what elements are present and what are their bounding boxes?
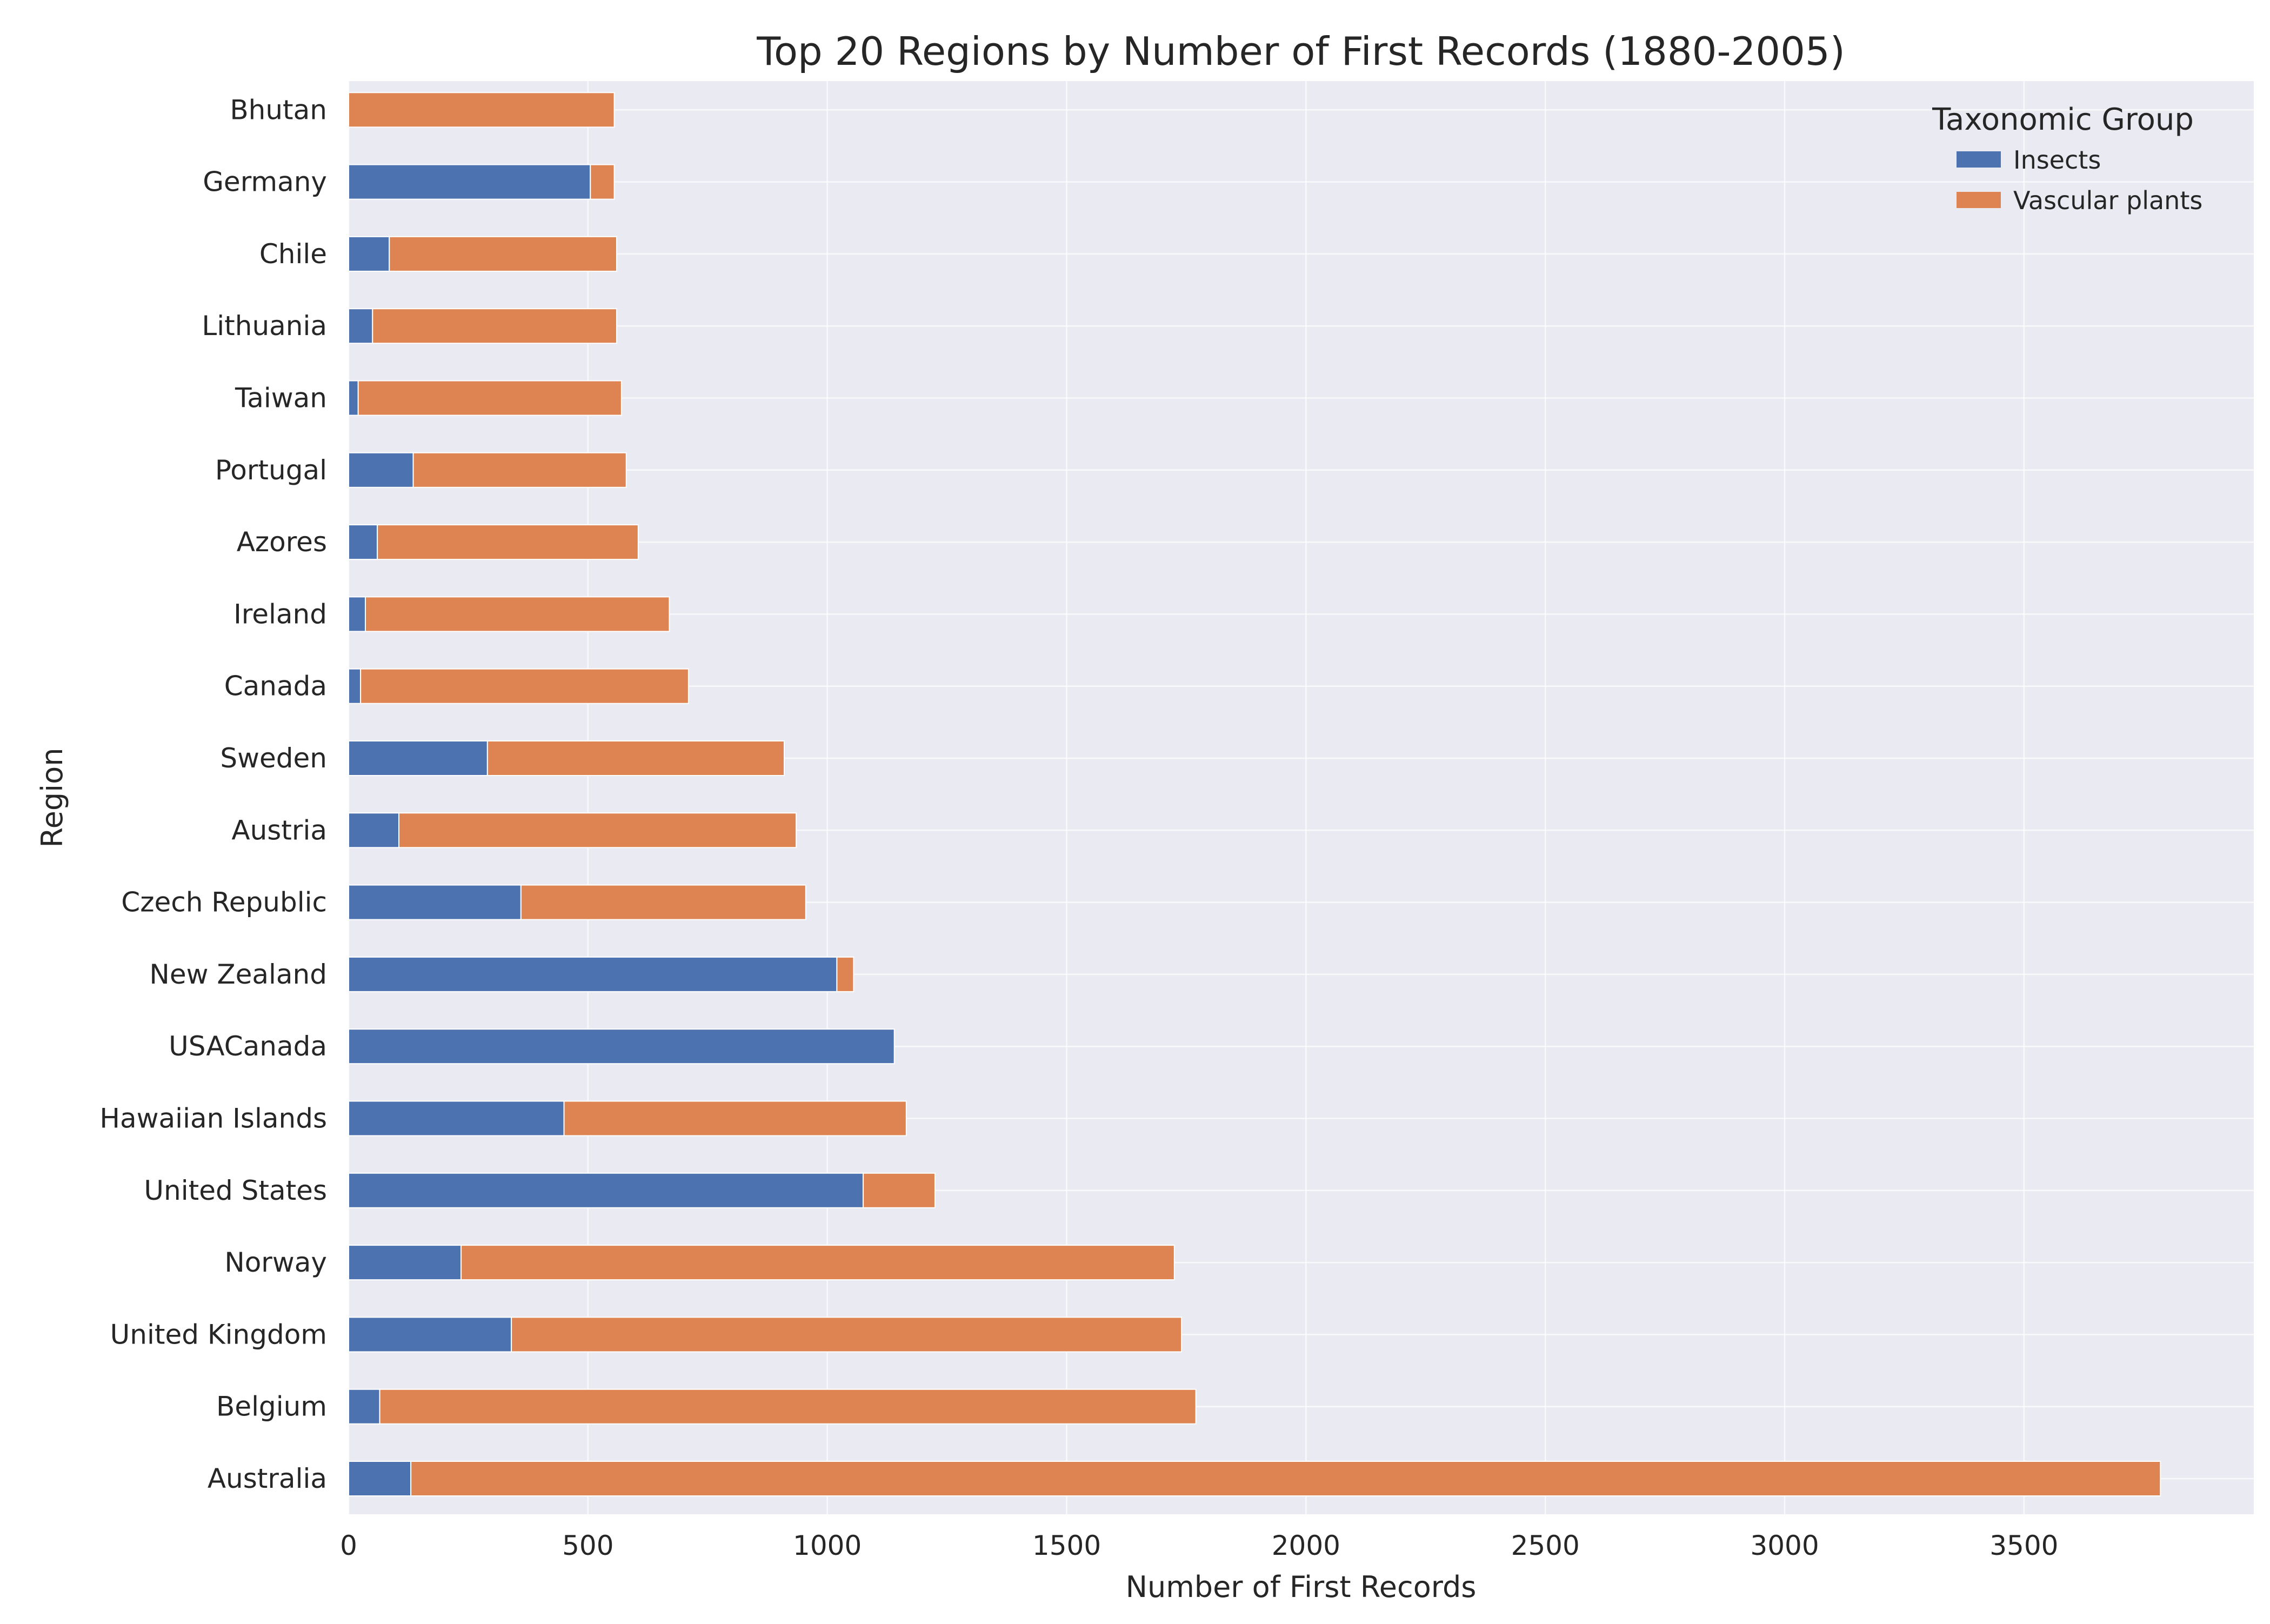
bar-insects [348, 1388, 380, 1425]
y-tick-label: Taiwan [235, 383, 327, 414]
bar-insects [348, 236, 390, 272]
y-tick-label: Sweden [220, 743, 327, 774]
bar-vascular-plants [377, 524, 639, 560]
bar-vascular-plants [460, 1245, 1175, 1281]
bar-insects [348, 524, 378, 560]
y-tick-label: Czech Republic [121, 887, 327, 918]
legend: Taxonomic Group Insects Vascular plants [1932, 102, 2202, 215]
y-tick-labels: Australia Belgium United Kingdom Norway Unit… [99, 94, 327, 1494]
bar-insects [348, 1100, 565, 1137]
bar-insects [348, 1461, 412, 1496]
bar-vascular-plants [520, 884, 806, 920]
legend-title: Taxonomic Group [1932, 102, 2194, 137]
bars [348, 92, 2161, 1496]
bar-insects [348, 308, 373, 344]
bar-vascular-plants [836, 956, 854, 992]
bar-vascular-plants [410, 1461, 2161, 1496]
y-tick-label: Chile [259, 238, 327, 270]
bar-insects [348, 380, 359, 416]
bar-vascular-plants [563, 1100, 907, 1137]
y-tick-label: Azores [237, 526, 327, 558]
y-tick-label: New Zealand [149, 959, 327, 990]
bar-vascular-plants [372, 308, 617, 344]
legend-label-insects: Insects [2013, 145, 2101, 175]
bar-vascular-plants [486, 740, 785, 776]
y-tick-label: Australia [208, 1463, 327, 1494]
x-tick-labels: 0 500 1000 1500 2000 2500 3000 3500 [340, 1530, 2058, 1561]
y-tick-label: Germany [203, 166, 327, 198]
bar-insects [348, 1028, 895, 1065]
x-tick-label: 1500 [1032, 1530, 1101, 1561]
y-axis-label: Region [35, 748, 69, 848]
x-tick-label: 500 [562, 1530, 613, 1561]
y-tick-label: Austria [231, 814, 327, 846]
bar-insects [348, 884, 522, 920]
x-axis-label: Number of First Records [1126, 1570, 1477, 1604]
y-tick-label: Hawaiian Islands [99, 1103, 327, 1134]
x-tick-label: 2000 [1272, 1530, 1340, 1561]
y-tick-label: Bhutan [230, 94, 327, 125]
bar-vascular-plants [357, 380, 622, 416]
y-tick-label: United States [144, 1175, 327, 1206]
y-tick-label: Portugal [215, 455, 327, 486]
y-tick-label: Norway [224, 1247, 327, 1278]
bar-vascular-plants [364, 596, 670, 632]
bar-vascular-plants [863, 1172, 936, 1208]
x-tick-label: 3500 [1989, 1530, 2058, 1561]
bar-insects [348, 164, 591, 200]
bar-vascular-plants [412, 452, 627, 488]
bar-vascular-plants [398, 812, 797, 848]
bar-insects [348, 668, 362, 704]
bar-vascular-plants [360, 668, 689, 704]
y-tick-label: Belgium [216, 1391, 327, 1422]
y-tick-label: Lithuania [202, 310, 327, 342]
y-tick-label: USACanada [169, 1031, 327, 1062]
legend-swatch-vascular-plants [1957, 192, 2001, 208]
y-tick-label: United Kingdom [110, 1319, 327, 1350]
legend-swatch-insects [1957, 151, 2001, 168]
bar-insects [348, 812, 399, 848]
x-tick-label: 3000 [1750, 1530, 1819, 1561]
bar-insects [348, 596, 366, 632]
legend-label-vascular-plants: Vascular plants [2013, 186, 2202, 215]
bar-insects [348, 452, 414, 488]
y-tick-label: Ireland [233, 598, 327, 630]
bar-insects [348, 1245, 462, 1281]
bar-vascular-plants [590, 164, 615, 200]
bar-vascular-plants [379, 1388, 1197, 1425]
bar-vascular-plants [348, 92, 615, 128]
bar-insects [348, 956, 838, 992]
bar-vascular-plants [511, 1316, 1183, 1353]
x-tick-label: 2500 [1511, 1530, 1580, 1561]
bar-insects [348, 1316, 512, 1353]
x-tick-label: 1000 [793, 1530, 862, 1561]
bar-vascular-plants [389, 236, 617, 272]
plot-background [349, 81, 2254, 1514]
bar-insects [348, 740, 488, 776]
x-tick-label: 0 [340, 1530, 357, 1561]
bar-insects [348, 1172, 864, 1208]
y-tick-label: Canada [224, 671, 327, 702]
chart-title: Top 20 Regions by Number of First Record… [756, 29, 1845, 74]
